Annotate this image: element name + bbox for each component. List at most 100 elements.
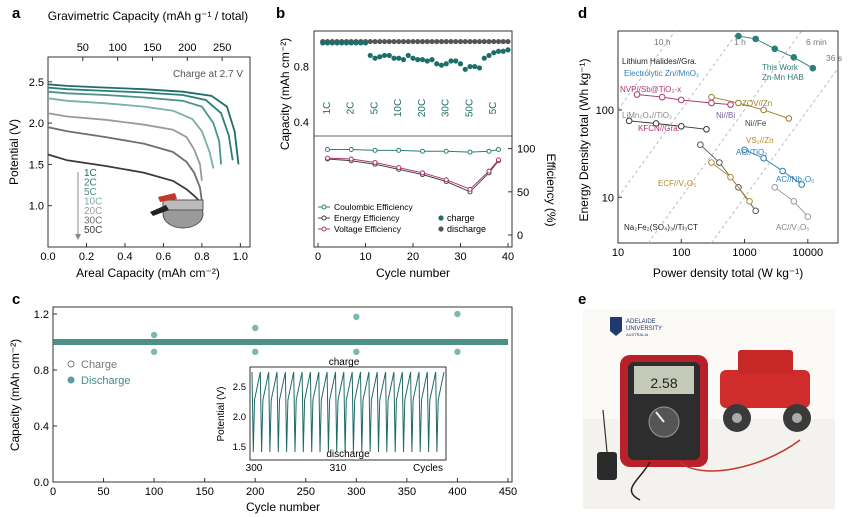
- b-discharge-point: [457, 38, 464, 45]
- inset-ytick: 1.5: [233, 442, 246, 453]
- d-series-point: [804, 213, 812, 220]
- panel-d: d 10 h 1 h 6 min 36 s Lithium Halides//Gra.…: [577, 5, 842, 280]
- inset-ytick: 2.5: [233, 382, 246, 393]
- d-series-point: [716, 159, 723, 166]
- d-device-label: VS₂//Zn: [746, 136, 774, 145]
- c-xtick-label: 350: [398, 486, 416, 498]
- b-discharge-point: [481, 38, 487, 45]
- d-series-point: [658, 93, 666, 101]
- b-eff-point: [443, 177, 449, 183]
- d-device-label: LiMn₂O₄//TiO₂: [622, 111, 672, 120]
- d-device-label: Ni//Bi: [716, 111, 735, 120]
- d-series-point: [752, 207, 759, 215]
- a-ytick-label: 2.5: [29, 77, 44, 89]
- b-discharge-point: [505, 38, 511, 45]
- b-charge-point: [486, 52, 492, 59]
- d-series-point: [798, 181, 805, 188]
- a-legend-20C: 20C: [84, 206, 102, 217]
- legend-discharge-label: Discharge: [81, 375, 131, 387]
- d-device-label: ECF//V₂O₅: [658, 179, 696, 188]
- toy-car-hubcap-rear: [792, 413, 802, 423]
- panel-b-capacity-plot: [320, 38, 511, 72]
- d-series-point: [785, 115, 793, 122]
- a-legend-1C: 1C: [84, 168, 97, 179]
- a-ytick-label: 2.0: [29, 118, 44, 130]
- d-series-point: [779, 167, 786, 175]
- b-charge-point: [396, 55, 402, 61]
- b-charge-point: [400, 57, 407, 63]
- d-series-point: [760, 154, 767, 162]
- d-series-point: [790, 198, 798, 205]
- d-series-point: [697, 141, 704, 148]
- panel-a-top-axis-title: Gravimetric Capacity (mAh g⁻¹ / total): [48, 9, 248, 23]
- d-xtick-label: 100: [672, 247, 690, 259]
- b-discharge-point: [491, 38, 497, 45]
- b-discharge-point: [377, 38, 383, 45]
- b-rate-label: 5C: [488, 102, 499, 115]
- b-xtick-label: 40: [502, 251, 514, 263]
- inset-charge-label: charge: [329, 357, 360, 368]
- d-time-line: [617, 30, 676, 111]
- b-charge-point: [424, 58, 430, 64]
- cell-clip-black: [150, 205, 169, 216]
- d-series-line-3: [629, 120, 707, 130]
- b-discharge-point: [448, 38, 454, 45]
- b-eff-point: [420, 148, 425, 154]
- b-charge-point: [467, 63, 473, 70]
- panel-c-legend: Charge Discharge: [67, 359, 131, 387]
- d-device-label: Ni//Fe: [745, 119, 767, 128]
- b-charge-point: [381, 52, 388, 59]
- b-charge-point: [334, 40, 340, 46]
- d-series-point: [771, 45, 779, 53]
- b-charge-point: [367, 52, 373, 59]
- a-top-tick-label: 50: [77, 42, 89, 54]
- multimeter-reading: 2.58: [650, 375, 677, 391]
- panel-c-y-ticks: 0.0 0.4 0.8 1.2: [34, 309, 57, 489]
- c-outlier-point: [353, 313, 360, 320]
- d-device-label: Na₂Fe₂(SO₄)₃//Ti₃CT: [624, 223, 698, 232]
- d-time-line: [711, 67, 839, 244]
- panel-b-ylabel-right: Efficiency (%): [544, 153, 558, 226]
- b-legend-dot: [438, 226, 444, 232]
- panel-a-curves: [47, 83, 240, 207]
- b-discharge-point: [467, 38, 473, 45]
- d-device-label: Lithium Halides//Gra.: [622, 57, 697, 66]
- c-outlier-point-low: [252, 348, 259, 355]
- a-xtick-label: 0.4: [117, 251, 132, 263]
- b-eff-point: [325, 147, 330, 152]
- b-discharge-point: [472, 38, 478, 45]
- a-curve-5C: [47, 90, 222, 165]
- b-discharge-point: [396, 38, 402, 45]
- d-device-label: AC//V₂O₅: [776, 223, 809, 232]
- panel-b-efficiency-plot: [325, 147, 501, 195]
- probe-wire-black: [630, 461, 651, 501]
- d-device-label: NVP//Sb@TiO₂-x: [620, 85, 681, 94]
- c-xtick-label: 100: [145, 486, 163, 498]
- b-charge-point: [434, 61, 440, 67]
- a-curve-2C: [47, 86, 234, 161]
- panel-b-label: b: [276, 5, 285, 22]
- b-discharge-point: [405, 38, 411, 45]
- b-eff-point: [348, 147, 354, 152]
- b-discharge-point: [429, 38, 435, 45]
- b-charge-point: [481, 55, 487, 61]
- d-series-point: [809, 64, 817, 72]
- b-charge-point: [500, 48, 506, 54]
- b-rate-label: 10C: [393, 99, 404, 117]
- a-curve-50C: [47, 153, 203, 207]
- a-legend-50C: 50C: [84, 225, 102, 236]
- c-capacity-band: [53, 339, 508, 345]
- d-series-point: [708, 99, 715, 107]
- b-legend-label: Coulombic Efficiency: [334, 202, 413, 212]
- photo: ADELAIDE UNIVERSITY AUSTRALIA 2.58: [583, 309, 835, 509]
- panel-a-top-ticks: 50 100 150 200 250: [77, 42, 231, 61]
- b-eff-point: [486, 168, 492, 174]
- inset-xtick-300: 300: [246, 463, 263, 474]
- c-xtick-label: 300: [347, 486, 365, 498]
- c-outlier-point: [150, 331, 158, 339]
- panel-c-x-ticks: 0 50 100 150 200 250 300 350 400 450: [50, 478, 517, 498]
- a-top-tick-label: 150: [143, 42, 161, 54]
- d-series-point: [790, 54, 798, 61]
- b-rate-label: 5C: [369, 102, 380, 115]
